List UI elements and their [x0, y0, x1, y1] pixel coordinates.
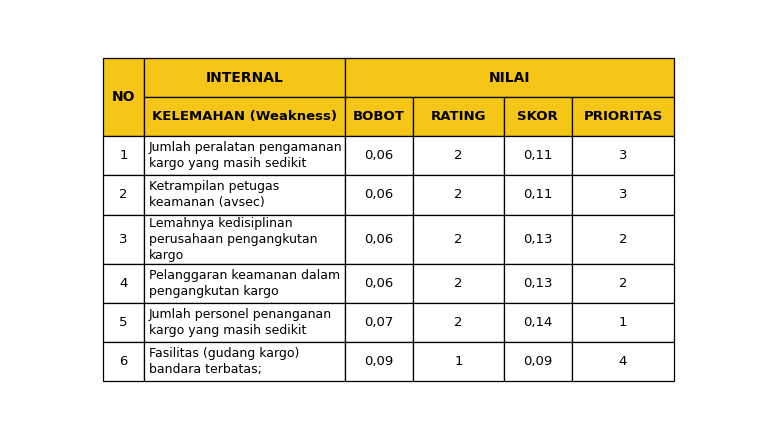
Text: 4: 4 — [618, 355, 627, 368]
Bar — [504, 215, 571, 264]
Bar — [144, 215, 345, 264]
Text: 0,07: 0,07 — [365, 316, 393, 329]
Text: Ketrampilan petugas
keamanan (avsec): Ketrampilan petugas keamanan (avsec) — [149, 181, 279, 209]
Bar — [345, 97, 413, 136]
Bar — [413, 264, 504, 303]
Bar — [413, 215, 504, 264]
Text: Pelanggaran keamanan dalam
pengangkutan kargo: Pelanggaran keamanan dalam pengangkutan … — [149, 269, 340, 298]
Text: 0,06: 0,06 — [365, 276, 393, 289]
Text: 0,11: 0,11 — [523, 188, 553, 202]
Text: 0,11: 0,11 — [523, 149, 553, 163]
Bar — [144, 175, 345, 215]
Bar — [345, 136, 413, 175]
Text: 2: 2 — [120, 188, 128, 202]
Text: 2: 2 — [454, 149, 462, 163]
Bar — [504, 342, 571, 381]
Bar — [504, 136, 571, 175]
Text: Lemahnya kedisiplinan
perusahaan pengangkutan
kargo: Lemahnya kedisiplinan perusahaan pengang… — [149, 216, 317, 261]
Bar — [144, 97, 345, 136]
Text: 0,06: 0,06 — [365, 149, 393, 163]
Bar — [103, 215, 144, 264]
Bar — [345, 303, 413, 342]
Text: NO: NO — [112, 90, 135, 104]
Bar — [345, 58, 674, 97]
Bar — [413, 303, 504, 342]
Bar — [103, 175, 144, 215]
Bar — [103, 58, 144, 136]
Bar — [571, 264, 674, 303]
Text: Jumlah personel penanganan
kargo yang masih sedikit: Jumlah personel penanganan kargo yang ma… — [149, 307, 332, 337]
Bar — [413, 175, 504, 215]
Text: 1: 1 — [120, 149, 128, 163]
Bar — [504, 97, 571, 136]
Bar — [144, 303, 345, 342]
Bar — [413, 136, 504, 175]
Text: 0,06: 0,06 — [365, 233, 393, 246]
Text: 4: 4 — [120, 276, 127, 289]
Bar — [504, 264, 571, 303]
Text: 0,13: 0,13 — [523, 276, 553, 289]
Bar — [571, 342, 674, 381]
Bar — [345, 215, 413, 264]
Bar — [571, 303, 674, 342]
Bar — [571, 175, 674, 215]
Text: 2: 2 — [454, 233, 462, 246]
Text: 0,14: 0,14 — [523, 316, 553, 329]
Bar — [345, 342, 413, 381]
Bar — [571, 215, 674, 264]
Bar — [144, 136, 345, 175]
Text: 2: 2 — [618, 276, 627, 289]
Text: PRIORITAS: PRIORITAS — [584, 111, 663, 123]
Bar — [103, 342, 144, 381]
Text: Jumlah peralatan pengamanan
kargo yang masih sedikit: Jumlah peralatan pengamanan kargo yang m… — [149, 141, 342, 170]
Bar — [571, 136, 674, 175]
Text: 6: 6 — [120, 355, 127, 368]
Text: 3: 3 — [120, 233, 128, 246]
Text: NILAI: NILAI — [489, 71, 531, 85]
Bar — [571, 97, 674, 136]
Text: 3: 3 — [618, 188, 627, 202]
Text: 1: 1 — [454, 355, 462, 368]
Bar — [504, 303, 571, 342]
Text: BOBOT: BOBOT — [353, 111, 405, 123]
Bar — [413, 342, 504, 381]
Bar — [413, 97, 504, 136]
Bar — [345, 264, 413, 303]
Text: 1: 1 — [618, 316, 627, 329]
Bar — [144, 58, 345, 97]
Bar — [103, 136, 144, 175]
Text: 2: 2 — [454, 276, 462, 289]
Bar — [144, 264, 345, 303]
Text: 2: 2 — [618, 233, 627, 246]
Text: Fasilitas (gudang kargo)
bandara terbatas;: Fasilitas (gudang kargo) bandara terbata… — [149, 347, 299, 376]
Text: 2: 2 — [454, 188, 462, 202]
Text: RATING: RATING — [431, 111, 487, 123]
Text: 2: 2 — [454, 316, 462, 329]
Text: 0,09: 0,09 — [523, 355, 553, 368]
Text: SKOR: SKOR — [518, 111, 558, 123]
Bar — [345, 175, 413, 215]
Bar — [504, 175, 571, 215]
Text: 0,06: 0,06 — [365, 188, 393, 202]
Bar — [103, 264, 144, 303]
Text: 0,13: 0,13 — [523, 233, 553, 246]
Bar — [103, 303, 144, 342]
Text: INTERNAL: INTERNAL — [206, 71, 283, 85]
Text: KELEMAHAN (Weakness): KELEMAHAN (Weakness) — [152, 111, 337, 123]
Bar — [144, 342, 345, 381]
Text: 0,09: 0,09 — [365, 355, 393, 368]
Text: 5: 5 — [120, 316, 128, 329]
Text: 3: 3 — [618, 149, 627, 163]
